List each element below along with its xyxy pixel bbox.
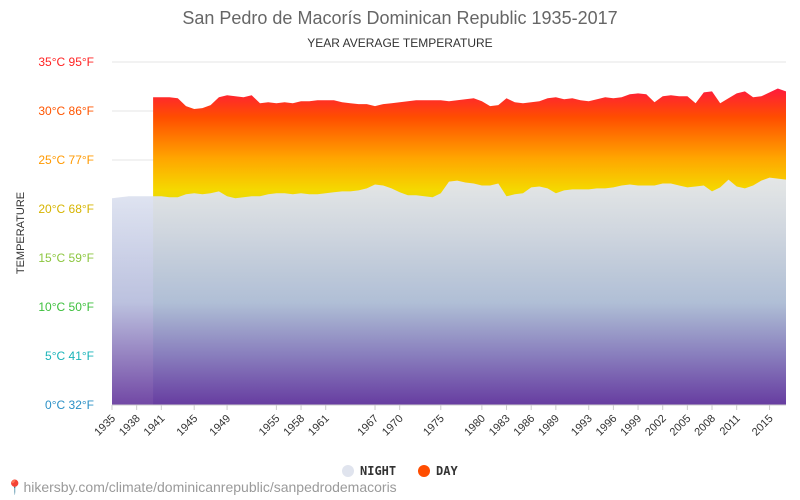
y-axis-label: TEMPERATURE xyxy=(15,192,27,274)
x-tick-label: 1999 xyxy=(618,413,644,439)
x-tick-label: 1993 xyxy=(569,413,595,439)
x-tick-label: 1938 xyxy=(117,413,143,439)
night-series-area xyxy=(112,177,786,405)
chart-subtitle: YEAR AVERAGE TEMPERATURE xyxy=(307,36,492,50)
x-tick-label: 2008 xyxy=(692,413,718,439)
legend-day-label: DAY xyxy=(436,464,458,478)
legend: NIGHT DAY xyxy=(342,464,458,478)
legend-day-swatch xyxy=(418,465,430,477)
x-tick-label: 1958 xyxy=(281,413,307,439)
y-tick-label: 0°C 32°F xyxy=(45,398,94,412)
x-tick-label: 1989 xyxy=(536,413,562,439)
x-tick-label: 1945 xyxy=(175,413,201,439)
source-link[interactable]: 📍hikersby.com/climate/dominicanrepublic/… xyxy=(6,479,397,496)
x-tick-label: 2011 xyxy=(718,413,743,438)
x-tick-label: 1949 xyxy=(207,413,233,439)
y-tick-label: 15°C 59°F xyxy=(38,251,94,265)
x-tick-label: 1955 xyxy=(257,413,283,439)
chart-title: San Pedro de Macorís Dominican Republic … xyxy=(182,8,617,28)
y-tick-label: 10°C 50°F xyxy=(38,300,94,314)
x-tick-label: 1961 xyxy=(306,413,332,439)
x-tick-label: 1996 xyxy=(594,413,620,439)
source-text: hikersby.com/climate/dominicanrepublic/s… xyxy=(23,479,397,495)
x-tick-label: 1983 xyxy=(487,413,513,439)
x-tick-label: 1970 xyxy=(380,413,406,439)
x-tick-label: 2002 xyxy=(643,413,669,439)
y-tick-label: 35°C 95°F xyxy=(38,55,94,69)
x-tick-label: 2015 xyxy=(750,413,776,439)
y-tick-label: 20°C 68°F xyxy=(38,202,94,216)
legend-night-label: NIGHT xyxy=(360,464,396,478)
y-ticks: 0°C 32°F 5°C 41°F 10°C 50°F 15°C 59°F 20°C 6… xyxy=(38,55,94,412)
areas xyxy=(112,88,787,405)
x-tick-label: 1975 xyxy=(421,413,447,439)
y-tick-label: 25°C 77°F xyxy=(38,153,94,167)
y-tick-label: 5°C 41°F xyxy=(45,349,94,363)
x-tick-label: 1980 xyxy=(462,413,488,439)
legend-night-swatch xyxy=(342,465,354,477)
x-tick-label: 1935 xyxy=(92,413,118,439)
location-pin-icon: 📍 xyxy=(6,479,24,495)
x-tick-label: 1986 xyxy=(512,413,538,439)
x-tick-label: 2005 xyxy=(668,413,694,439)
y-tick-label: 30°C 86°F xyxy=(38,104,94,118)
x-tick-label: 1967 xyxy=(355,413,381,439)
x-tick-label: 1941 xyxy=(142,413,168,439)
